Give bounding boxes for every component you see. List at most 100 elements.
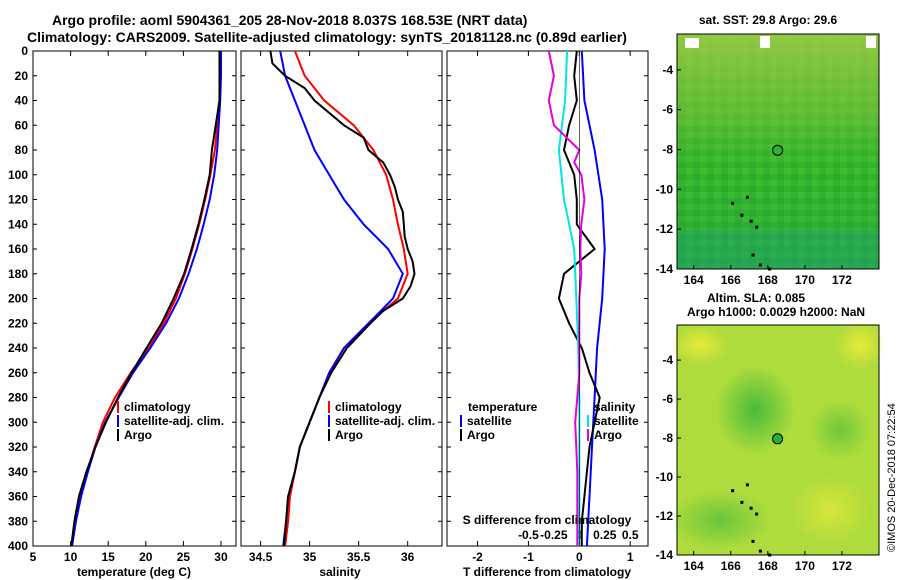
y-tick-label: 400 (8, 539, 28, 553)
sla-low-anomaly (670, 490, 770, 550)
x-tick-label: 35 (303, 550, 317, 564)
island (731, 201, 735, 205)
y-tick-label: 380 (8, 514, 28, 528)
title-line-2: Climatology: CARS2009. Satellite-adjuste… (27, 29, 627, 45)
map-y-tick-label: -8 (662, 143, 673, 157)
top-x-tick-label: 0.5 (622, 528, 639, 542)
top-x-tick-label: -0.25 (540, 528, 568, 542)
map-y-tick-label: -4 (662, 353, 673, 367)
legend-label-climatology: climatology (124, 400, 191, 414)
difference-legend: temperature satellite Argo salinity sate… (460, 400, 639, 442)
series-line-argo (269, 50, 416, 547)
sst-missing-cell (685, 38, 699, 48)
top-x-tick-label: -0.5 (518, 528, 539, 542)
sst-south-band (677, 230, 879, 269)
island (758, 549, 762, 553)
salinity-legend: climatology satellite-adj. clim. Argo (328, 400, 435, 442)
series-line-t-argo (557, 50, 601, 546)
sla-map-frame (676, 324, 880, 556)
series-line-satellite-adj-clim- (71, 51, 222, 547)
x-tick-label: 1 (627, 550, 634, 564)
map-x-tick-label: 172 (832, 273, 852, 287)
map-y-tick-label: -6 (662, 103, 673, 117)
legend-label-argo: Argo (335, 428, 363, 442)
island (731, 489, 735, 493)
difference-xlabel: T difference from climatology (463, 565, 631, 579)
map-x-tick-label: 168 (758, 559, 778, 573)
legend-label-satellite: satellite-adj. clim. (124, 414, 224, 428)
sst-missing-cell (760, 36, 770, 48)
legend-label-t-satellite: satellite (467, 414, 512, 428)
series-line-argo (70, 51, 221, 547)
map-y-tick-label: -6 (662, 392, 673, 406)
y-tick-label: 0 (21, 44, 28, 58)
legend-label-s-argo: Argo (594, 428, 622, 442)
legend-label-t-argo: Argo (467, 428, 495, 442)
island (751, 539, 755, 543)
top-x-tick-label: 0.25 (593, 528, 617, 542)
y-tick-label: 360 (8, 490, 28, 504)
map-y-tick-label: -8 (662, 431, 673, 445)
island (745, 195, 749, 199)
sla-high-anomaly (670, 325, 730, 365)
sla-map-title-1: Altim. SLA: 0.085 (707, 291, 805, 305)
salinity-panel: 34.5 35 35.5 36 (241, 50, 442, 564)
map-y-tick-label: -4 (662, 63, 673, 77)
map-x-tick-label: 170 (795, 559, 815, 573)
map-x-tick-label: 164 (684, 273, 704, 287)
y-tick-label: 180 (8, 267, 28, 281)
y-tick-label: 140 (8, 217, 28, 231)
sst-map-frame (676, 33, 880, 270)
salinity-panel-frame (240, 50, 443, 547)
x-tick-label: 20 (139, 550, 153, 564)
map-x-tick-label: 166 (721, 273, 741, 287)
island (745, 483, 749, 487)
series-line-t-satellite (580, 50, 606, 547)
x-tick-label: -1 (523, 550, 534, 564)
map-x-tick-label: 170 (795, 273, 815, 287)
series-line-satellite-adj-clim- (279, 50, 404, 547)
sla-high-anomaly (790, 475, 870, 545)
x-tick-label: 36 (401, 550, 415, 564)
island (740, 500, 744, 504)
island (755, 225, 759, 229)
map-x-tick-label: 166 (721, 559, 741, 573)
sla-low-anomaly (810, 400, 870, 460)
difference-panel: -2 -1 0 1-0.5 -0.25 0 0.25 0.5 (447, 50, 648, 564)
temperature-panel: 5 10 15 20 25 30 (30, 50, 236, 564)
temperature-legend: climatology satellite-adj. clim. Argo (117, 400, 224, 442)
sla-map-title-2: Argo h1000: 0.0029 h2000: NaN (687, 305, 865, 319)
series-line-s-argo (547, 50, 586, 546)
x-tick-label: 35.5 (347, 550, 371, 564)
map-x-tick-label: 164 (684, 559, 704, 573)
difference-top-xlabel: S difference from climatology (463, 513, 632, 527)
temperature-xlabel: temperature (deg C) (77, 565, 191, 579)
y-tick-label: 340 (8, 465, 28, 479)
y-tick-label: 300 (8, 415, 28, 429)
temperature-panel-frame (32, 50, 237, 547)
map-y-tick-label: -10 (656, 182, 674, 196)
y-tick-label: 80 (15, 143, 29, 157)
y-tick-label: 40 (15, 94, 29, 108)
y-tick-label: 60 (15, 118, 29, 132)
x-tick-label: 34.5 (249, 550, 273, 564)
island (755, 512, 759, 516)
title-line-1: Argo profile: aoml 5904361_205 28-Nov-20… (52, 12, 528, 28)
salinity-xlabel: salinity (319, 565, 361, 579)
island (751, 253, 755, 257)
island (740, 213, 744, 217)
y-tick-label: 160 (8, 242, 28, 256)
y-tick-label: 200 (8, 292, 28, 306)
sla-map-axes: 164 166 168 170 172 -4 -6 -8 -10 -12 -14 (656, 353, 853, 573)
sla-argo-marker (772, 433, 784, 445)
island (749, 506, 753, 510)
legend-label-argo: Argo (124, 428, 152, 442)
sst-missing-cell (866, 36, 876, 48)
legend-label-climatology: climatology (335, 400, 402, 414)
map-y-tick-label: -12 (656, 222, 674, 236)
map-x-tick-label: 172 (832, 559, 852, 573)
island (749, 219, 753, 223)
legend-title-salinity: salinity (594, 400, 636, 414)
island (758, 263, 762, 267)
